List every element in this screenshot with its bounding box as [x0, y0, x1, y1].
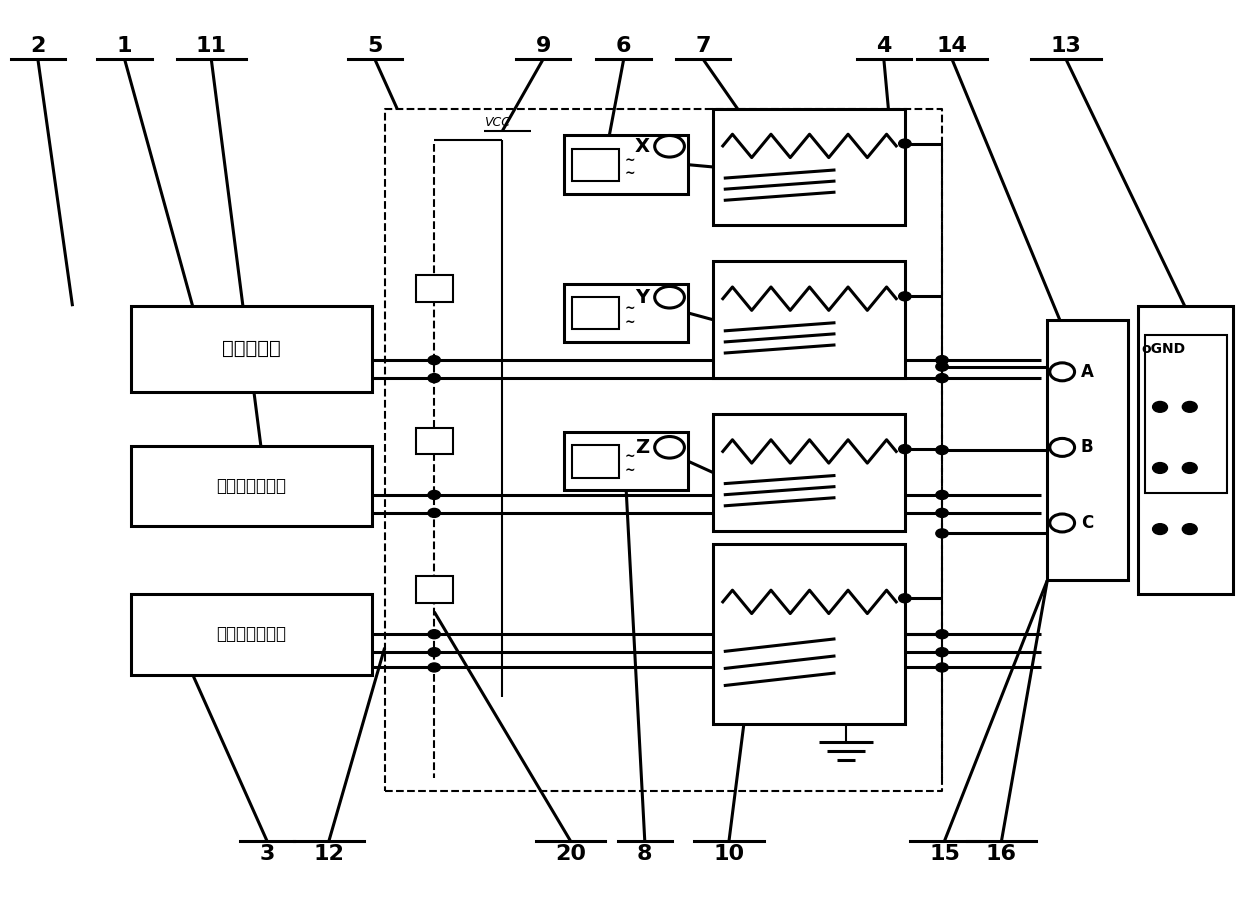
Circle shape	[1153, 524, 1168, 535]
Text: 15: 15	[929, 844, 960, 864]
Bar	[130, 594, 372, 675]
Circle shape	[1182, 463, 1197, 473]
Bar	[1146, 335, 1226, 493]
Text: 2: 2	[30, 36, 46, 56]
Text: oGND: oGND	[1142, 342, 1185, 356]
Bar	[415, 576, 453, 603]
Bar	[130, 446, 372, 526]
Circle shape	[899, 594, 911, 603]
Text: 7: 7	[696, 36, 711, 56]
Text: Z: Z	[635, 437, 650, 457]
Text: 6: 6	[616, 36, 631, 56]
Text: Y: Y	[635, 288, 650, 307]
Bar	[564, 432, 688, 491]
Text: 直流充电机: 直流充电机	[222, 339, 281, 358]
Text: 13: 13	[1050, 36, 1081, 56]
Bar	[572, 297, 619, 329]
Bar	[564, 136, 688, 194]
Text: 4: 4	[877, 36, 892, 56]
Bar	[415, 428, 453, 454]
Circle shape	[936, 446, 949, 454]
Text: 12: 12	[314, 844, 345, 864]
Circle shape	[428, 630, 440, 639]
Bar	[713, 414, 905, 531]
Text: 11: 11	[196, 36, 227, 56]
Bar	[713, 261, 905, 378]
Text: 14: 14	[936, 36, 967, 56]
Bar	[1048, 320, 1128, 580]
Circle shape	[936, 508, 949, 518]
Text: C: C	[1081, 514, 1092, 532]
Text: 5: 5	[367, 36, 382, 56]
Text: 三相交流充电机: 三相交流充电机	[217, 626, 286, 644]
Text: ~: ~	[625, 464, 636, 477]
Bar	[564, 284, 688, 342]
Circle shape	[936, 362, 949, 371]
Circle shape	[936, 356, 949, 364]
Circle shape	[428, 491, 440, 500]
Text: ~: ~	[625, 450, 636, 464]
Circle shape	[936, 491, 949, 500]
Text: 10: 10	[713, 844, 744, 864]
Text: 单相交流充电机: 单相交流充电机	[217, 477, 286, 495]
Bar	[415, 274, 453, 302]
Circle shape	[1182, 524, 1197, 535]
Circle shape	[1153, 401, 1168, 412]
Bar	[572, 148, 619, 181]
Circle shape	[428, 356, 440, 364]
Bar	[713, 544, 905, 724]
Circle shape	[428, 648, 440, 657]
Text: ~: ~	[625, 167, 636, 180]
Text: 3: 3	[259, 844, 275, 864]
Circle shape	[428, 374, 440, 382]
Text: ~: ~	[625, 315, 636, 328]
Circle shape	[428, 508, 440, 518]
Circle shape	[936, 374, 949, 382]
Text: ~: ~	[625, 302, 636, 315]
Bar	[130, 306, 372, 392]
Circle shape	[1182, 401, 1197, 412]
Circle shape	[899, 292, 911, 301]
Text: 8: 8	[637, 844, 652, 864]
Circle shape	[899, 445, 911, 454]
Circle shape	[428, 663, 440, 672]
Circle shape	[1153, 463, 1168, 473]
Text: 16: 16	[986, 844, 1017, 864]
Text: ~: ~	[625, 154, 636, 166]
Circle shape	[936, 663, 949, 672]
Bar	[713, 109, 905, 225]
Bar	[572, 446, 619, 478]
Circle shape	[936, 648, 949, 657]
Bar	[1138, 306, 1233, 594]
Text: 1: 1	[117, 36, 133, 56]
Text: B: B	[1081, 438, 1094, 456]
Text: VCC: VCC	[484, 116, 510, 130]
Text: 9: 9	[536, 36, 551, 56]
Circle shape	[936, 529, 949, 538]
Circle shape	[899, 140, 911, 148]
Circle shape	[936, 630, 949, 639]
Text: A: A	[1081, 363, 1094, 381]
Text: 20: 20	[556, 844, 587, 864]
Text: X: X	[635, 137, 650, 156]
